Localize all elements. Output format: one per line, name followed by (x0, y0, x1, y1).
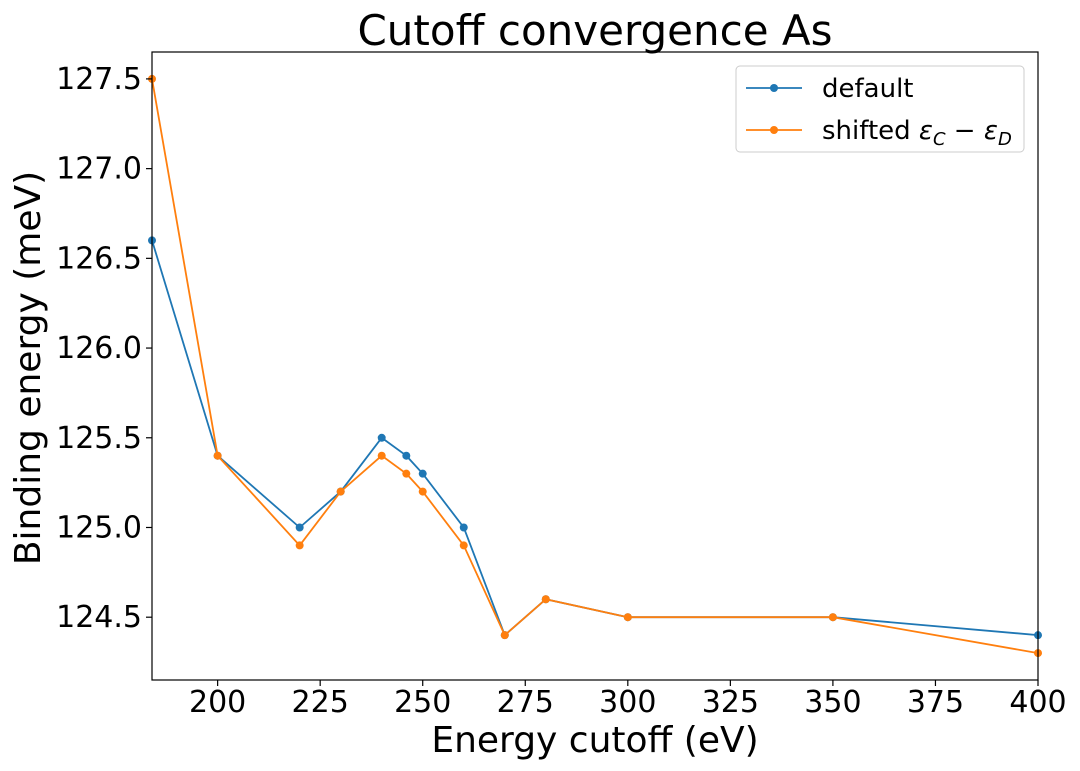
legend: default shifted εC − εD (735, 65, 1025, 153)
data-point (459, 541, 468, 550)
data-point (377, 433, 386, 442)
data-point (828, 613, 837, 622)
series-line (151, 78, 1039, 654)
legend-label: default (822, 74, 913, 104)
legend-box (735, 65, 1025, 153)
y-axis-label: Binding energy (meV) (8, 171, 49, 565)
y-tick-label: 126.0 (56, 331, 142, 366)
series-line (151, 240, 1039, 637)
plot-area (148, 74, 1042, 658)
data-point (402, 469, 411, 478)
y-tick-label: 127.0 (56, 152, 142, 187)
x-axis-label: Energy cutoff (eV) (431, 720, 758, 761)
legend-marker (770, 126, 778, 134)
y-axis: 124.5 125.0 125.5 126.0 126.5 127.0 127.5 (56, 62, 152, 635)
x-tick-label: 250 (394, 685, 451, 720)
legend-marker (770, 84, 778, 92)
data-point (295, 541, 304, 550)
x-tick-label: 200 (189, 685, 246, 720)
x-tick-label: 350 (804, 685, 861, 720)
y-tick-label: 127.5 (56, 62, 142, 97)
y-tick-label: 126.5 (56, 241, 142, 276)
series-shifted (148, 74, 1042, 658)
data-point (541, 595, 550, 604)
data-point (336, 487, 345, 496)
x-tick-label: 275 (497, 685, 554, 720)
data-point (459, 523, 468, 532)
x-tick-label: 300 (599, 685, 656, 720)
data-point (295, 523, 304, 532)
data-point (418, 469, 427, 478)
chart-title: Cutoff convergence As (357, 6, 832, 55)
data-point (623, 613, 632, 622)
x-tick-label: 225 (292, 685, 349, 720)
legend-label: shifted εC − εD (822, 116, 1012, 150)
data-point (377, 451, 386, 460)
x-axis: 200 225 250 275 300 325 350 375 400 (189, 680, 1067, 720)
x-tick-label: 400 (1009, 685, 1066, 720)
data-point (213, 451, 222, 460)
data-point (402, 451, 411, 460)
y-tick-label: 125.5 (56, 421, 142, 456)
data-point (500, 631, 509, 640)
plot-frame (151, 51, 1039, 681)
x-tick-label: 375 (907, 685, 964, 720)
y-tick-label: 125.0 (56, 510, 142, 545)
y-tick-label: 124.5 (56, 600, 142, 635)
series-default (148, 236, 1042, 640)
data-point (418, 487, 427, 496)
x-tick-label: 325 (702, 685, 759, 720)
